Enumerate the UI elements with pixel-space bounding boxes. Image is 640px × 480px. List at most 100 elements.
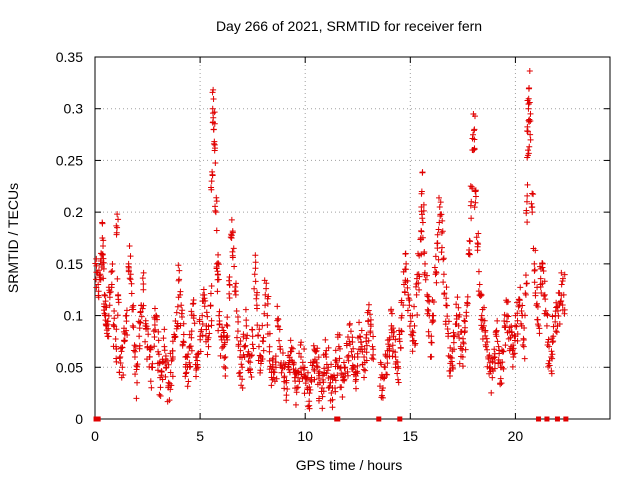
data-point — [128, 290, 135, 297]
data-point — [219, 344, 226, 351]
data-point — [190, 300, 197, 307]
data-point — [208, 184, 215, 191]
data-point — [420, 201, 427, 208]
data-point — [464, 299, 471, 306]
data-point — [260, 334, 267, 341]
data-point — [118, 348, 125, 355]
data-point — [549, 339, 556, 346]
data-point — [196, 316, 203, 323]
data-point — [524, 123, 531, 130]
data-point — [514, 337, 521, 344]
data-point — [411, 322, 418, 329]
data-point — [213, 227, 220, 234]
zero-point — [376, 416, 382, 422]
chart-title: Day 266 of 2021, SRMTID for receiver fer… — [216, 18, 482, 34]
data-point — [339, 393, 346, 400]
data-point — [210, 86, 217, 93]
data-point — [384, 371, 391, 378]
data-point — [190, 315, 197, 322]
data-point — [102, 292, 109, 299]
data-point — [526, 85, 533, 92]
data-point — [438, 211, 445, 218]
data-point — [376, 383, 383, 390]
data-point — [314, 364, 321, 371]
data-point — [194, 357, 201, 364]
data-point — [395, 376, 402, 383]
data-point — [502, 342, 509, 349]
data-point — [395, 379, 402, 386]
data-point — [223, 321, 230, 328]
data-point — [440, 279, 447, 286]
data-point — [497, 375, 504, 382]
data-point — [269, 361, 276, 368]
data-point — [255, 343, 262, 350]
data-point — [338, 384, 345, 391]
data-point — [227, 234, 234, 241]
data-point — [523, 280, 530, 287]
data-point — [444, 325, 451, 332]
data-point — [501, 318, 508, 325]
data-point — [239, 364, 246, 371]
data-point — [123, 318, 130, 325]
data-point — [237, 338, 244, 345]
data-point — [102, 298, 109, 305]
data-point — [208, 178, 215, 185]
data-point — [256, 326, 263, 333]
data-point — [283, 392, 290, 399]
data-point — [243, 317, 250, 324]
data-point — [430, 298, 437, 305]
data-point — [385, 341, 392, 348]
data-point — [101, 291, 108, 298]
data-point — [95, 281, 102, 288]
data-point — [424, 306, 431, 313]
data-point — [133, 362, 140, 369]
data-point — [230, 245, 237, 252]
data-point — [525, 150, 532, 157]
data-point — [397, 344, 404, 351]
data-point — [180, 331, 187, 338]
data-point — [474, 247, 481, 254]
data-point — [361, 374, 368, 381]
data-point — [193, 373, 200, 380]
data-point — [553, 329, 560, 336]
data-point — [378, 392, 385, 399]
data-point — [348, 348, 355, 355]
data-point — [243, 335, 250, 342]
data-point — [114, 312, 121, 319]
data-point — [131, 342, 138, 349]
data-point — [443, 284, 450, 291]
data-point — [398, 314, 405, 321]
data-point — [526, 143, 533, 150]
data-point — [161, 347, 168, 354]
data-point — [187, 343, 194, 350]
data-point — [512, 322, 519, 329]
data-point — [140, 269, 147, 276]
data-point — [484, 339, 491, 346]
data-point — [210, 96, 217, 103]
data-point — [439, 228, 446, 235]
data-point — [324, 367, 331, 374]
data-point — [259, 356, 266, 363]
data-point — [446, 372, 453, 379]
data-point — [319, 405, 326, 412]
data-point — [303, 375, 310, 382]
data-point — [470, 110, 477, 117]
data-point — [266, 357, 273, 364]
data-point — [123, 327, 130, 334]
data-point — [320, 379, 327, 386]
data-point — [524, 219, 531, 226]
y-tick-label: 0.15 — [56, 256, 83, 272]
data-point — [412, 283, 419, 290]
data-point — [254, 289, 261, 296]
data-point — [116, 355, 123, 362]
data-point — [478, 292, 485, 299]
data-point — [248, 352, 255, 359]
data-point — [453, 301, 460, 308]
data-point — [266, 343, 273, 350]
data-point — [500, 365, 507, 372]
y-tick-label: 0.2 — [64, 204, 84, 220]
data-point — [435, 226, 442, 233]
data-point — [111, 308, 118, 315]
data-point — [169, 373, 176, 380]
data-point — [546, 343, 553, 350]
